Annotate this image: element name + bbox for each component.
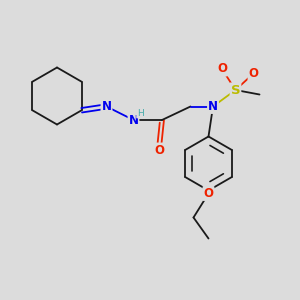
Text: N: N xyxy=(128,113,139,127)
Text: H: H xyxy=(137,109,143,118)
Text: N: N xyxy=(101,100,112,113)
Text: N: N xyxy=(208,100,218,113)
Text: O: O xyxy=(203,187,214,200)
Text: O: O xyxy=(154,143,164,157)
Text: O: O xyxy=(248,67,259,80)
Text: O: O xyxy=(217,62,227,76)
Text: S: S xyxy=(231,83,240,97)
